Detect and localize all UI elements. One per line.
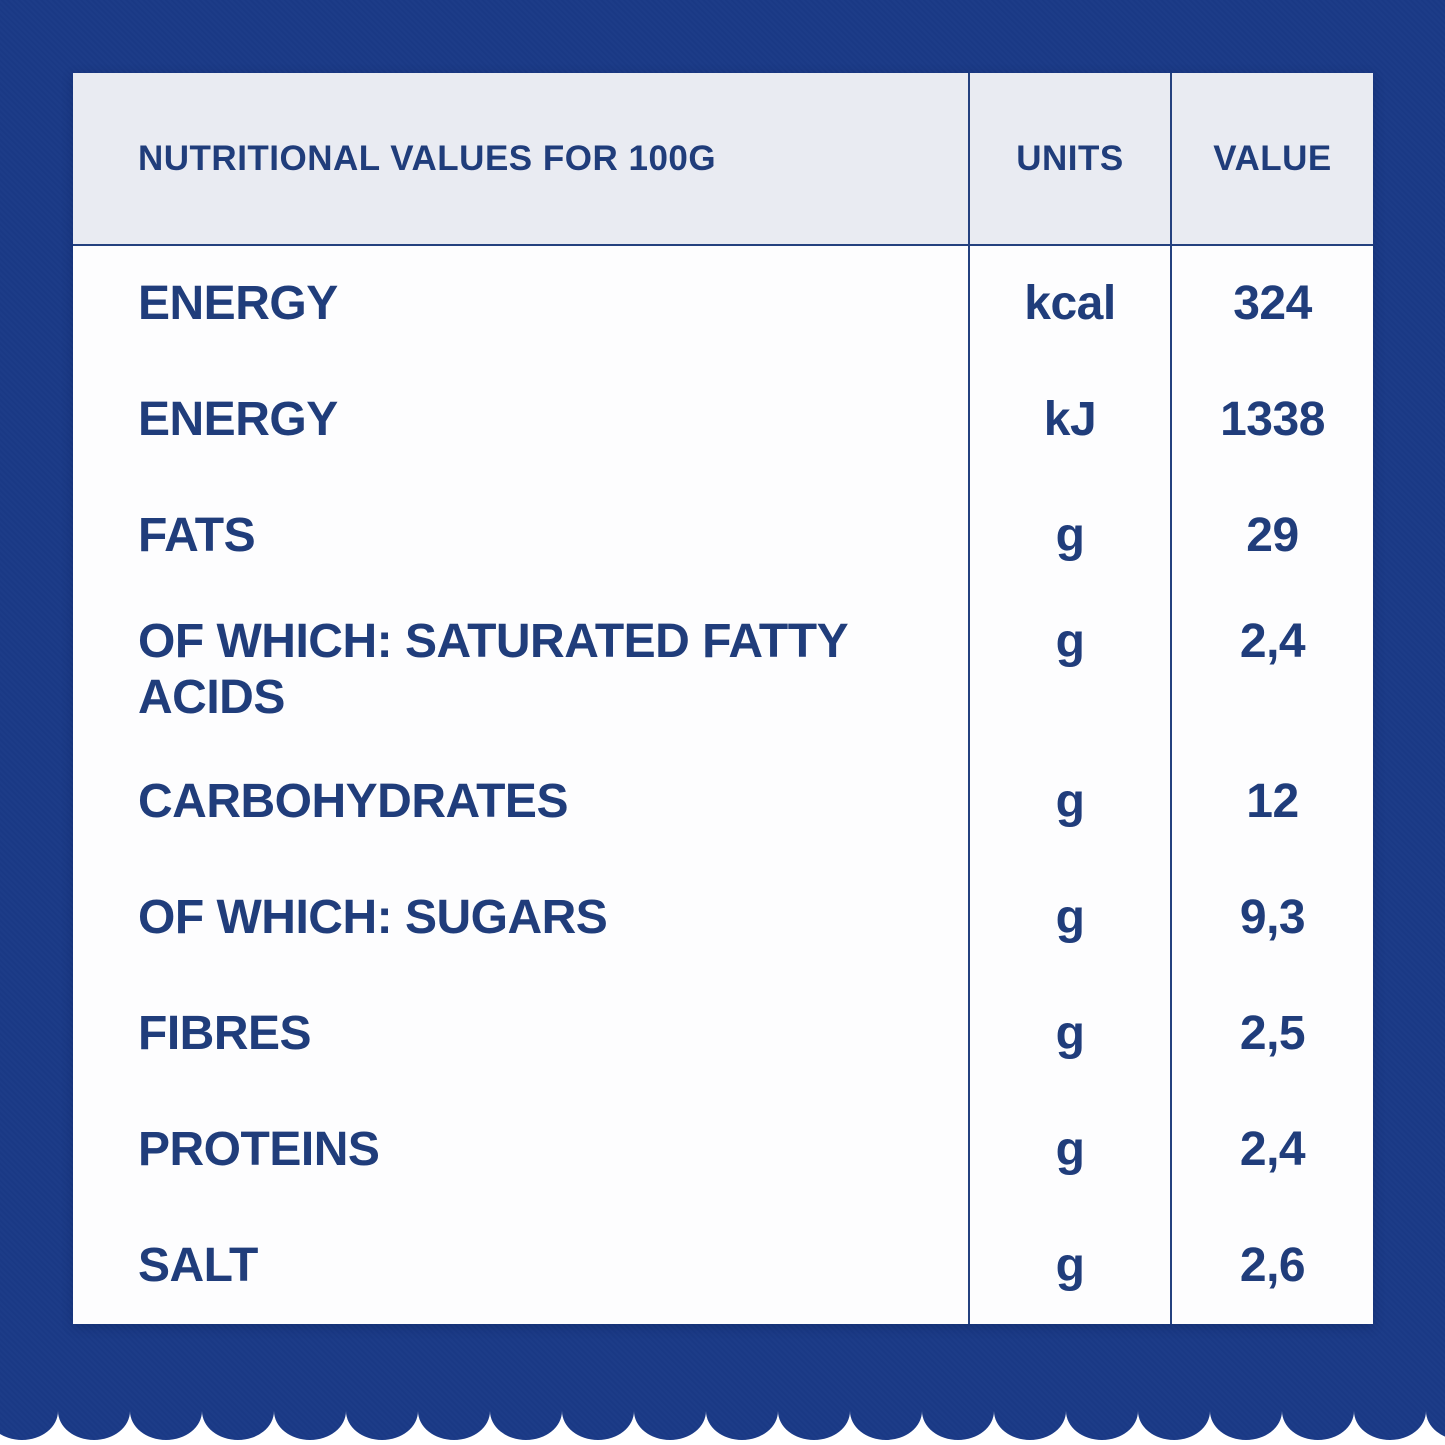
- row-label: ENERGY: [73, 246, 968, 362]
- row-label: SALT: [73, 1208, 968, 1324]
- row-label: CARBOHYDRATES: [73, 744, 968, 860]
- row-value: 2,5: [1170, 976, 1373, 1092]
- scalloped-edge: [0, 1400, 1445, 1445]
- row-label-text: PROTEINS: [138, 1123, 380, 1176]
- nutrition-table: NUTRITIONAL VALUES FOR 100G UNITS VALUE …: [73, 73, 1373, 1324]
- header-nutritional-values: NUTRITIONAL VALUES FOR 100G: [138, 138, 717, 178]
- row-value: 9,3: [1170, 860, 1373, 976]
- row-unit: g: [968, 860, 1170, 976]
- row-unit: g: [968, 1092, 1170, 1208]
- table-row-sugars: OF WHICH: SUGARS g 9,3: [73, 860, 1373, 976]
- row-unit: g: [968, 478, 1170, 594]
- row-unit: g: [968, 744, 1170, 860]
- row-label-text: ENERGY: [138, 277, 338, 330]
- row-unit: g: [968, 1208, 1170, 1324]
- row-value: 29: [1170, 478, 1373, 594]
- row-value: 1338: [1170, 362, 1373, 478]
- row-label: PROTEINS: [73, 1092, 968, 1208]
- table-row-proteins: PROTEINS g 2,4: [73, 1092, 1373, 1208]
- row-label: ENERGY: [73, 362, 968, 478]
- row-value: 2,4: [1170, 594, 1373, 744]
- row-value: 2,4: [1170, 1092, 1373, 1208]
- row-label-text: FATS: [138, 509, 256, 562]
- table-row-salt: SALT g 2,6: [73, 1208, 1373, 1324]
- row-unit: g: [968, 594, 1170, 744]
- row-label: FATS: [73, 478, 968, 594]
- row-label-text: SALT: [138, 1239, 258, 1292]
- row-label-text: CARBOHYDRATES: [138, 775, 568, 828]
- row-value: 2,6: [1170, 1208, 1373, 1324]
- table-row-energy-kj: ENERGY kJ 1338: [73, 362, 1373, 478]
- table-row-saturated-fatty-acids: OF WHICH: SATURATED FATTY ACIDS g 2,4: [73, 594, 1373, 744]
- header-units: UNITS: [968, 73, 1170, 244]
- row-unit: kcal: [968, 246, 1170, 362]
- row-value: 12: [1170, 744, 1373, 860]
- row-value: 324: [1170, 246, 1373, 362]
- table-header-row: NUTRITIONAL VALUES FOR 100G UNITS VALUE: [73, 73, 1373, 246]
- table-row-carbohydrates: CARBOHYDRATES g 12: [73, 744, 1373, 860]
- row-label-text: ENERGY: [138, 393, 338, 446]
- header-value: VALUE: [1170, 73, 1373, 244]
- row-label: OF WHICH: SUGARS: [73, 860, 968, 976]
- table-row-fibres: FIBRES g 2,5: [73, 976, 1373, 1092]
- scalloped-edge-graphic: [0, 1411, 1445, 1445]
- row-label-text: FIBRES: [138, 1007, 312, 1060]
- row-label-text: OF WHICH: SUGARS: [138, 891, 608, 944]
- row-unit: g: [968, 976, 1170, 1092]
- row-label: FIBRES: [73, 976, 968, 1092]
- row-label-text: OF WHICH: SATURATED FATTY ACIDS: [138, 615, 848, 724]
- table-row-energy-kcal: ENERGY kcal 324: [73, 246, 1373, 362]
- table-row-fats: FATS g 29: [73, 478, 1373, 594]
- row-unit: kJ: [968, 362, 1170, 478]
- row-label: OF WHICH: SATURATED FATTY ACIDS: [73, 594, 968, 744]
